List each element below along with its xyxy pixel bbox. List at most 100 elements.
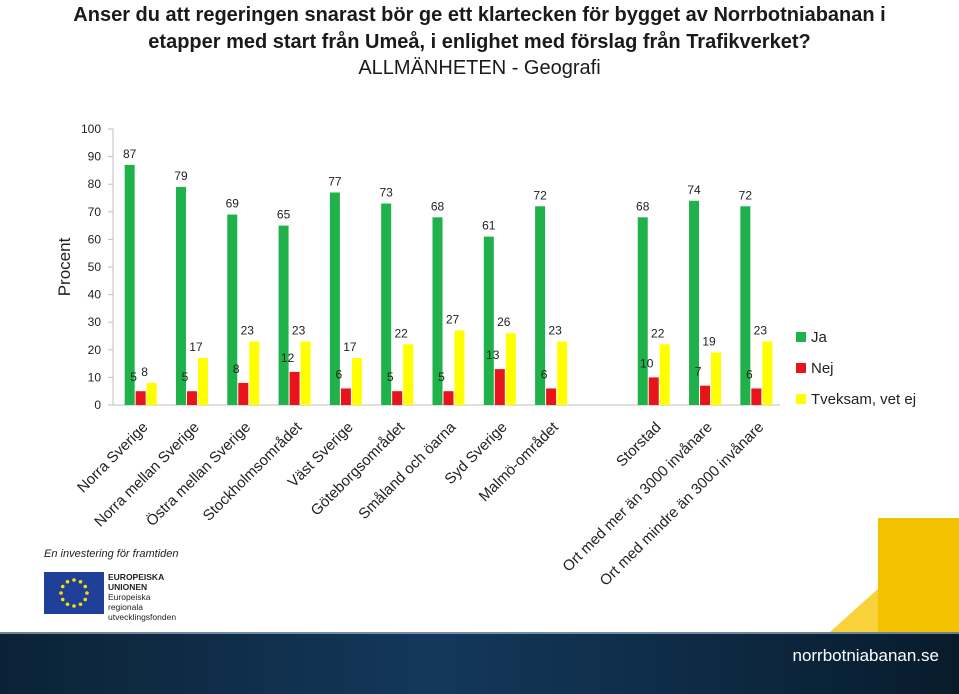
eu-caption: En investering för framtiden <box>44 548 179 560</box>
footer-banner <box>0 632 959 694</box>
bar-tveksam <box>454 330 465 405</box>
y-tick-label: 0 <box>94 398 101 412</box>
data-label: 73 <box>380 186 394 200</box>
bar-tveksam <box>300 341 311 405</box>
eu-star <box>65 579 70 584</box>
data-label: 6 <box>746 367 753 381</box>
eu-flag-icon <box>44 572 104 614</box>
eu-star <box>72 604 76 608</box>
y-tick-label: 80 <box>88 177 102 191</box>
y-tick-label: 100 <box>81 122 101 136</box>
data-label: 23 <box>754 324 768 338</box>
data-label: 27 <box>446 312 460 326</box>
footer-divider <box>0 632 959 634</box>
data-label: 6 <box>541 367 548 381</box>
data-label: 8 <box>233 362 240 376</box>
bar-ja <box>483 236 494 405</box>
eu-star <box>78 579 83 584</box>
data-label: 22 <box>651 326 665 340</box>
chart-subtitle: ALLMÄNHETEN - Geografi <box>358 57 601 79</box>
data-label: 17 <box>343 340 357 354</box>
data-label: 6 <box>336 367 343 381</box>
bar-ja <box>432 217 443 405</box>
data-label: 8 <box>141 365 148 379</box>
data-label: 26 <box>497 315 511 329</box>
data-label: 19 <box>702 335 716 349</box>
bar-ja <box>227 214 238 405</box>
legend-label: Nej <box>811 360 834 377</box>
title-line: Anser du att regeringen snarast bör ge e… <box>73 4 886 26</box>
data-label: 69 <box>226 197 240 211</box>
chart-title: Anser du att regeringen snarast bör ge e… <box>0 2 959 56</box>
bar-tveksam <box>659 344 670 405</box>
y-tick-label: 50 <box>88 260 102 274</box>
eu-star <box>60 584 65 589</box>
legend-label: Tveksam, vet ej <box>811 391 916 408</box>
bar-ja <box>535 206 546 405</box>
data-label: 10 <box>640 356 654 370</box>
bar-tveksam <box>146 382 157 405</box>
bar-ja <box>740 206 751 405</box>
eu-line: utvecklingsfonden <box>108 612 177 622</box>
bar-ja <box>329 192 340 405</box>
eu-star <box>83 584 88 589</box>
bar-nej <box>494 369 505 405</box>
x-tick-label: Småland och öarna <box>355 418 459 522</box>
y-tick-label: 30 <box>88 315 102 329</box>
data-label: 68 <box>431 199 445 213</box>
eu-star <box>72 578 76 582</box>
data-label: 23 <box>292 324 306 338</box>
data-label: 5 <box>130 370 137 384</box>
y-tick-label: 40 <box>88 288 102 302</box>
data-label: 74 <box>687 183 701 197</box>
bar-tveksam <box>711 352 722 405</box>
decorative-shape <box>878 518 959 632</box>
x-tick-label: Storstad <box>613 419 665 471</box>
bar-nej <box>443 391 454 405</box>
bar-tveksam <box>351 358 362 405</box>
data-label: 13 <box>486 348 500 362</box>
y-tick-label: 60 <box>88 232 102 246</box>
data-label: 72 <box>533 188 547 202</box>
data-label: 72 <box>739 188 753 202</box>
data-label: 5 <box>387 370 394 384</box>
bar-nej <box>392 391 403 405</box>
data-label: 23 <box>241 324 255 338</box>
eu-star <box>83 597 88 602</box>
bar-ja <box>637 217 648 405</box>
eu-star <box>78 602 83 607</box>
data-label: 61 <box>482 219 496 233</box>
eu-text: EUROPEISKA UNIONEN Europeiska regionala … <box>108 572 176 622</box>
bar-ja <box>124 164 135 405</box>
site-url: norrbotniabanan.se <box>792 646 939 665</box>
bar-tveksam <box>762 341 773 405</box>
eu-star <box>59 591 63 595</box>
bar-nej <box>340 388 351 405</box>
bar-ja <box>689 200 700 405</box>
y-tick-label: 20 <box>88 343 102 357</box>
bar-ja <box>278 225 289 405</box>
y-tick-label: 70 <box>88 205 102 219</box>
legend-swatch <box>796 394 806 404</box>
data-label: 77 <box>328 174 342 188</box>
data-label: 7 <box>695 365 702 379</box>
data-label: 5 <box>438 370 445 384</box>
eu-star <box>85 591 89 595</box>
data-label: 79 <box>174 169 188 183</box>
y-tick-label: 10 <box>88 370 102 384</box>
bar-nej <box>289 371 300 405</box>
legend-label: Ja <box>811 329 828 346</box>
data-label: 87 <box>123 147 137 161</box>
bar-tveksam <box>249 341 260 405</box>
bar-nej <box>546 388 557 405</box>
bar-tveksam <box>197 358 208 405</box>
bar-nej <box>238 382 249 405</box>
eu-star <box>65 602 70 607</box>
bar-nej <box>135 391 146 405</box>
bar-tveksam <box>505 333 516 405</box>
bar-tveksam <box>403 344 414 405</box>
bar-ja <box>381 203 392 405</box>
eu-line: Europeiska <box>108 592 151 602</box>
title-line: etapper med start från Umeå, i enlighet … <box>148 31 811 53</box>
